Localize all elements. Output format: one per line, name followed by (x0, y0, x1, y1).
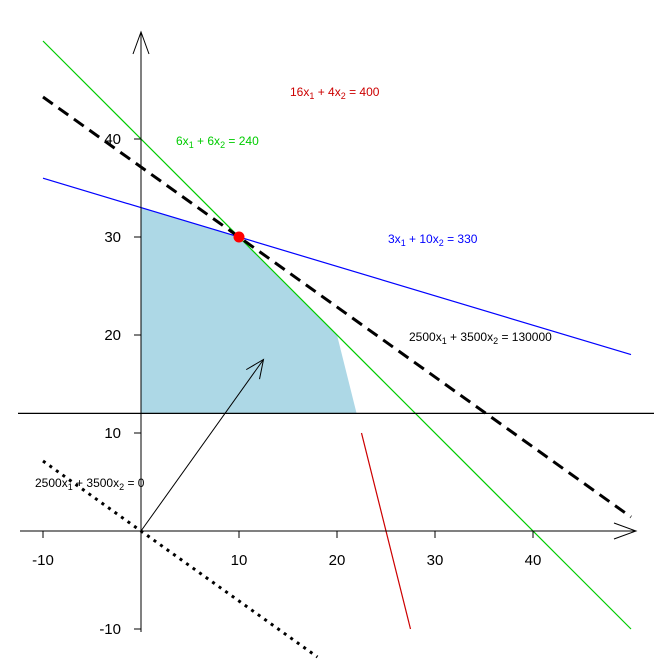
gradient-arrow (140, 359, 264, 532)
x-axis-arrowhead (613, 522, 638, 540)
gradient-arrowhead (245, 358, 265, 380)
objective-line-optimal (42, 95, 632, 519)
green-constraint-label: 6x1 + 6x2 = 240 (176, 134, 259, 150)
feasible-region (141, 207, 357, 414)
feasible-region-layer (141, 207, 357, 414)
y-axis-arrowhead (132, 30, 150, 55)
blue-constraint-line (42, 177, 632, 356)
y-tick-label: -10 (99, 621, 121, 638)
objective-optimal-label: 2500x1 + 3500x2 = 130000 (409, 330, 552, 346)
x-tick-label: -10 (32, 552, 54, 569)
optimal-point (233, 231, 245, 243)
x-tick-label: 40 (525, 552, 542, 569)
objective-line-zero (42, 459, 319, 659)
x-tick-label: 10 (231, 552, 248, 569)
y-tick-label: 20 (104, 327, 121, 344)
marks-layer (140, 231, 265, 532)
blue-constraint-label: 3x1 + 10x2 = 330 (388, 232, 478, 248)
y-tick-label: 40 (104, 131, 121, 148)
red-constraint-label: 16x1 + 4x2 = 400 (290, 85, 380, 101)
axes-layer (20, 30, 638, 632)
y-tick-label: 30 (104, 229, 121, 246)
x-tick-label: 20 (329, 552, 346, 569)
x-tick-label: 30 (427, 552, 444, 569)
objective-zero-label: 2500x1 + 3500x2 = 0 (35, 476, 145, 492)
labels-layer: -10 10 20 30 40 -10 10 20 30 40 16x1 + 4x2 = 400 6x… (32, 85, 552, 638)
y-tick-label: 10 (104, 425, 121, 442)
